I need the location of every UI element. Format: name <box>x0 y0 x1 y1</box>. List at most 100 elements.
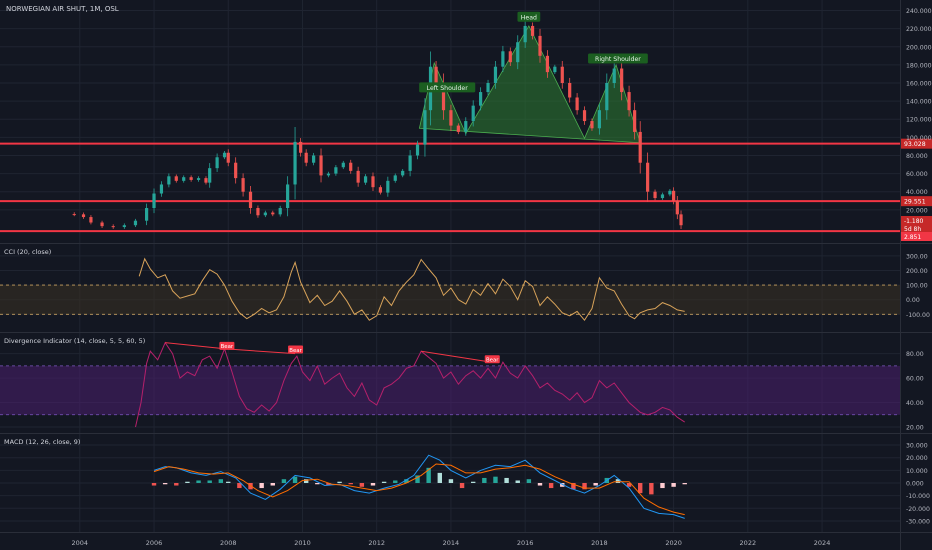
indicator-title: MACD (12, 26, close, 9) <box>4 438 80 446</box>
y-tick-label: 240.000 <box>906 8 932 15</box>
last-price-label: -1.180 <box>904 218 924 225</box>
candle-body <box>538 35 542 56</box>
y-tick-label: 30.000 <box>906 443 928 450</box>
candle-body <box>493 66 498 83</box>
candle-body <box>575 97 579 111</box>
candle-body <box>386 180 390 193</box>
macd-histogram-bar <box>337 481 342 483</box>
macd-histogram-bar <box>649 483 654 495</box>
bear-label-tag <box>484 355 500 364</box>
pattern-annotation: Left Shoulder <box>427 85 469 92</box>
candle-body <box>627 92 631 111</box>
candle-body <box>122 225 126 228</box>
pattern-label-tag <box>517 11 541 22</box>
macd-histogram-bar <box>415 475 420 483</box>
macd-histogram-bar <box>470 481 476 483</box>
y-tick-label: 120.000 <box>906 117 932 124</box>
y-tick-label: 300.00 <box>906 253 928 260</box>
x-tick-label: 2008 <box>220 539 237 547</box>
candle-body <box>334 167 338 174</box>
macd-histogram-bar <box>348 483 353 485</box>
candle-body <box>349 162 353 171</box>
y-tick-label: 40.000 <box>906 189 928 196</box>
candle-body <box>174 176 178 181</box>
candle-body <box>501 51 505 67</box>
macd-histogram-bar <box>370 483 376 486</box>
y-tick-label: -20.000 <box>906 506 930 513</box>
macd-histogram-bar <box>281 479 287 483</box>
macd-histogram-bar <box>381 481 387 483</box>
candle-body <box>545 55 550 73</box>
candle-body <box>81 214 86 218</box>
bear-label: Bear <box>221 344 234 350</box>
candle-body <box>378 187 383 193</box>
candle-body <box>72 214 76 216</box>
candle-body <box>286 184 290 209</box>
y-tick-label: 160.000 <box>906 81 932 88</box>
signal-line <box>153 463 685 516</box>
candle-body <box>215 157 219 169</box>
candle-body <box>159 184 164 194</box>
macd-histogram-bar <box>448 479 454 483</box>
macd-histogram-bar <box>393 480 398 483</box>
price-level-tag <box>901 196 932 207</box>
y-tick-label: 140.000 <box>906 99 932 106</box>
candle-body <box>248 191 253 209</box>
candle-body <box>271 212 275 215</box>
macd-histogram-bar <box>482 477 487 483</box>
macd-panel[interactable]: MACD (12, 26, close, 9) <box>4 438 687 519</box>
candle-body <box>341 162 345 168</box>
candle-body <box>89 217 93 223</box>
macd-histogram-bar <box>226 481 231 483</box>
candle-body <box>304 152 308 163</box>
price-level-label: 93.028 <box>904 141 926 148</box>
candle-body <box>508 51 512 63</box>
x-tick-label: 2012 <box>368 539 385 547</box>
bearish-divergence-line <box>165 342 225 350</box>
macd-histogram-bar <box>582 483 587 490</box>
candle-body <box>182 177 186 181</box>
candle-body <box>638 131 642 163</box>
macd-histogram-bar <box>638 483 643 494</box>
macd-histogram-bar <box>437 472 442 483</box>
y-tick-label: 80.00 <box>906 351 924 358</box>
macd-histogram-bar <box>671 483 676 487</box>
last-price-tag <box>901 232 932 241</box>
pattern-annotation: Right Shoulder <box>595 56 641 63</box>
y-tick-label: 20.000 <box>906 207 928 214</box>
macd-histogram-bar <box>292 476 298 483</box>
y-tick-label: 180.000 <box>906 62 932 69</box>
candle-body <box>133 220 138 226</box>
macd-histogram-bar <box>315 483 320 485</box>
cci-panel[interactable]: CCI (20, close) <box>0 248 900 322</box>
y-tick-label: 60.00 <box>906 376 924 383</box>
macd-histogram-bar <box>259 483 264 489</box>
candle-body <box>263 212 267 216</box>
candle-body <box>620 68 624 93</box>
candle-body <box>299 141 303 153</box>
y-tick-label: -100.00 <box>906 312 930 319</box>
pattern-label-tag <box>419 82 476 93</box>
candle-body <box>553 66 557 73</box>
y-tick-label: 0.00 <box>906 297 920 304</box>
macd-line <box>153 454 685 519</box>
macd-histogram-bar <box>615 479 621 483</box>
x-tick-label: 2024 <box>814 539 831 547</box>
macd-histogram-bar <box>504 477 509 483</box>
macd-histogram-bar <box>571 483 576 490</box>
candle-body <box>196 178 201 180</box>
candle-body <box>668 190 672 195</box>
divergence-panel[interactable]: Divergence Indicator (14, close, 5, 5, 6… <box>0 337 900 428</box>
candle-body <box>672 190 676 201</box>
candle-body <box>152 193 156 209</box>
axis-layer: 2004 2006 2008 2010 2012 2014 2016 2018 2020 2022… <box>72 8 932 547</box>
y-tick-label: -10.000 <box>906 493 930 500</box>
indicator-band <box>0 285 900 315</box>
candle-body <box>278 208 282 215</box>
y-tick-label: 80.000 <box>906 153 928 160</box>
macd-histogram-bar <box>626 483 632 487</box>
macd-histogram-bar <box>270 483 275 486</box>
